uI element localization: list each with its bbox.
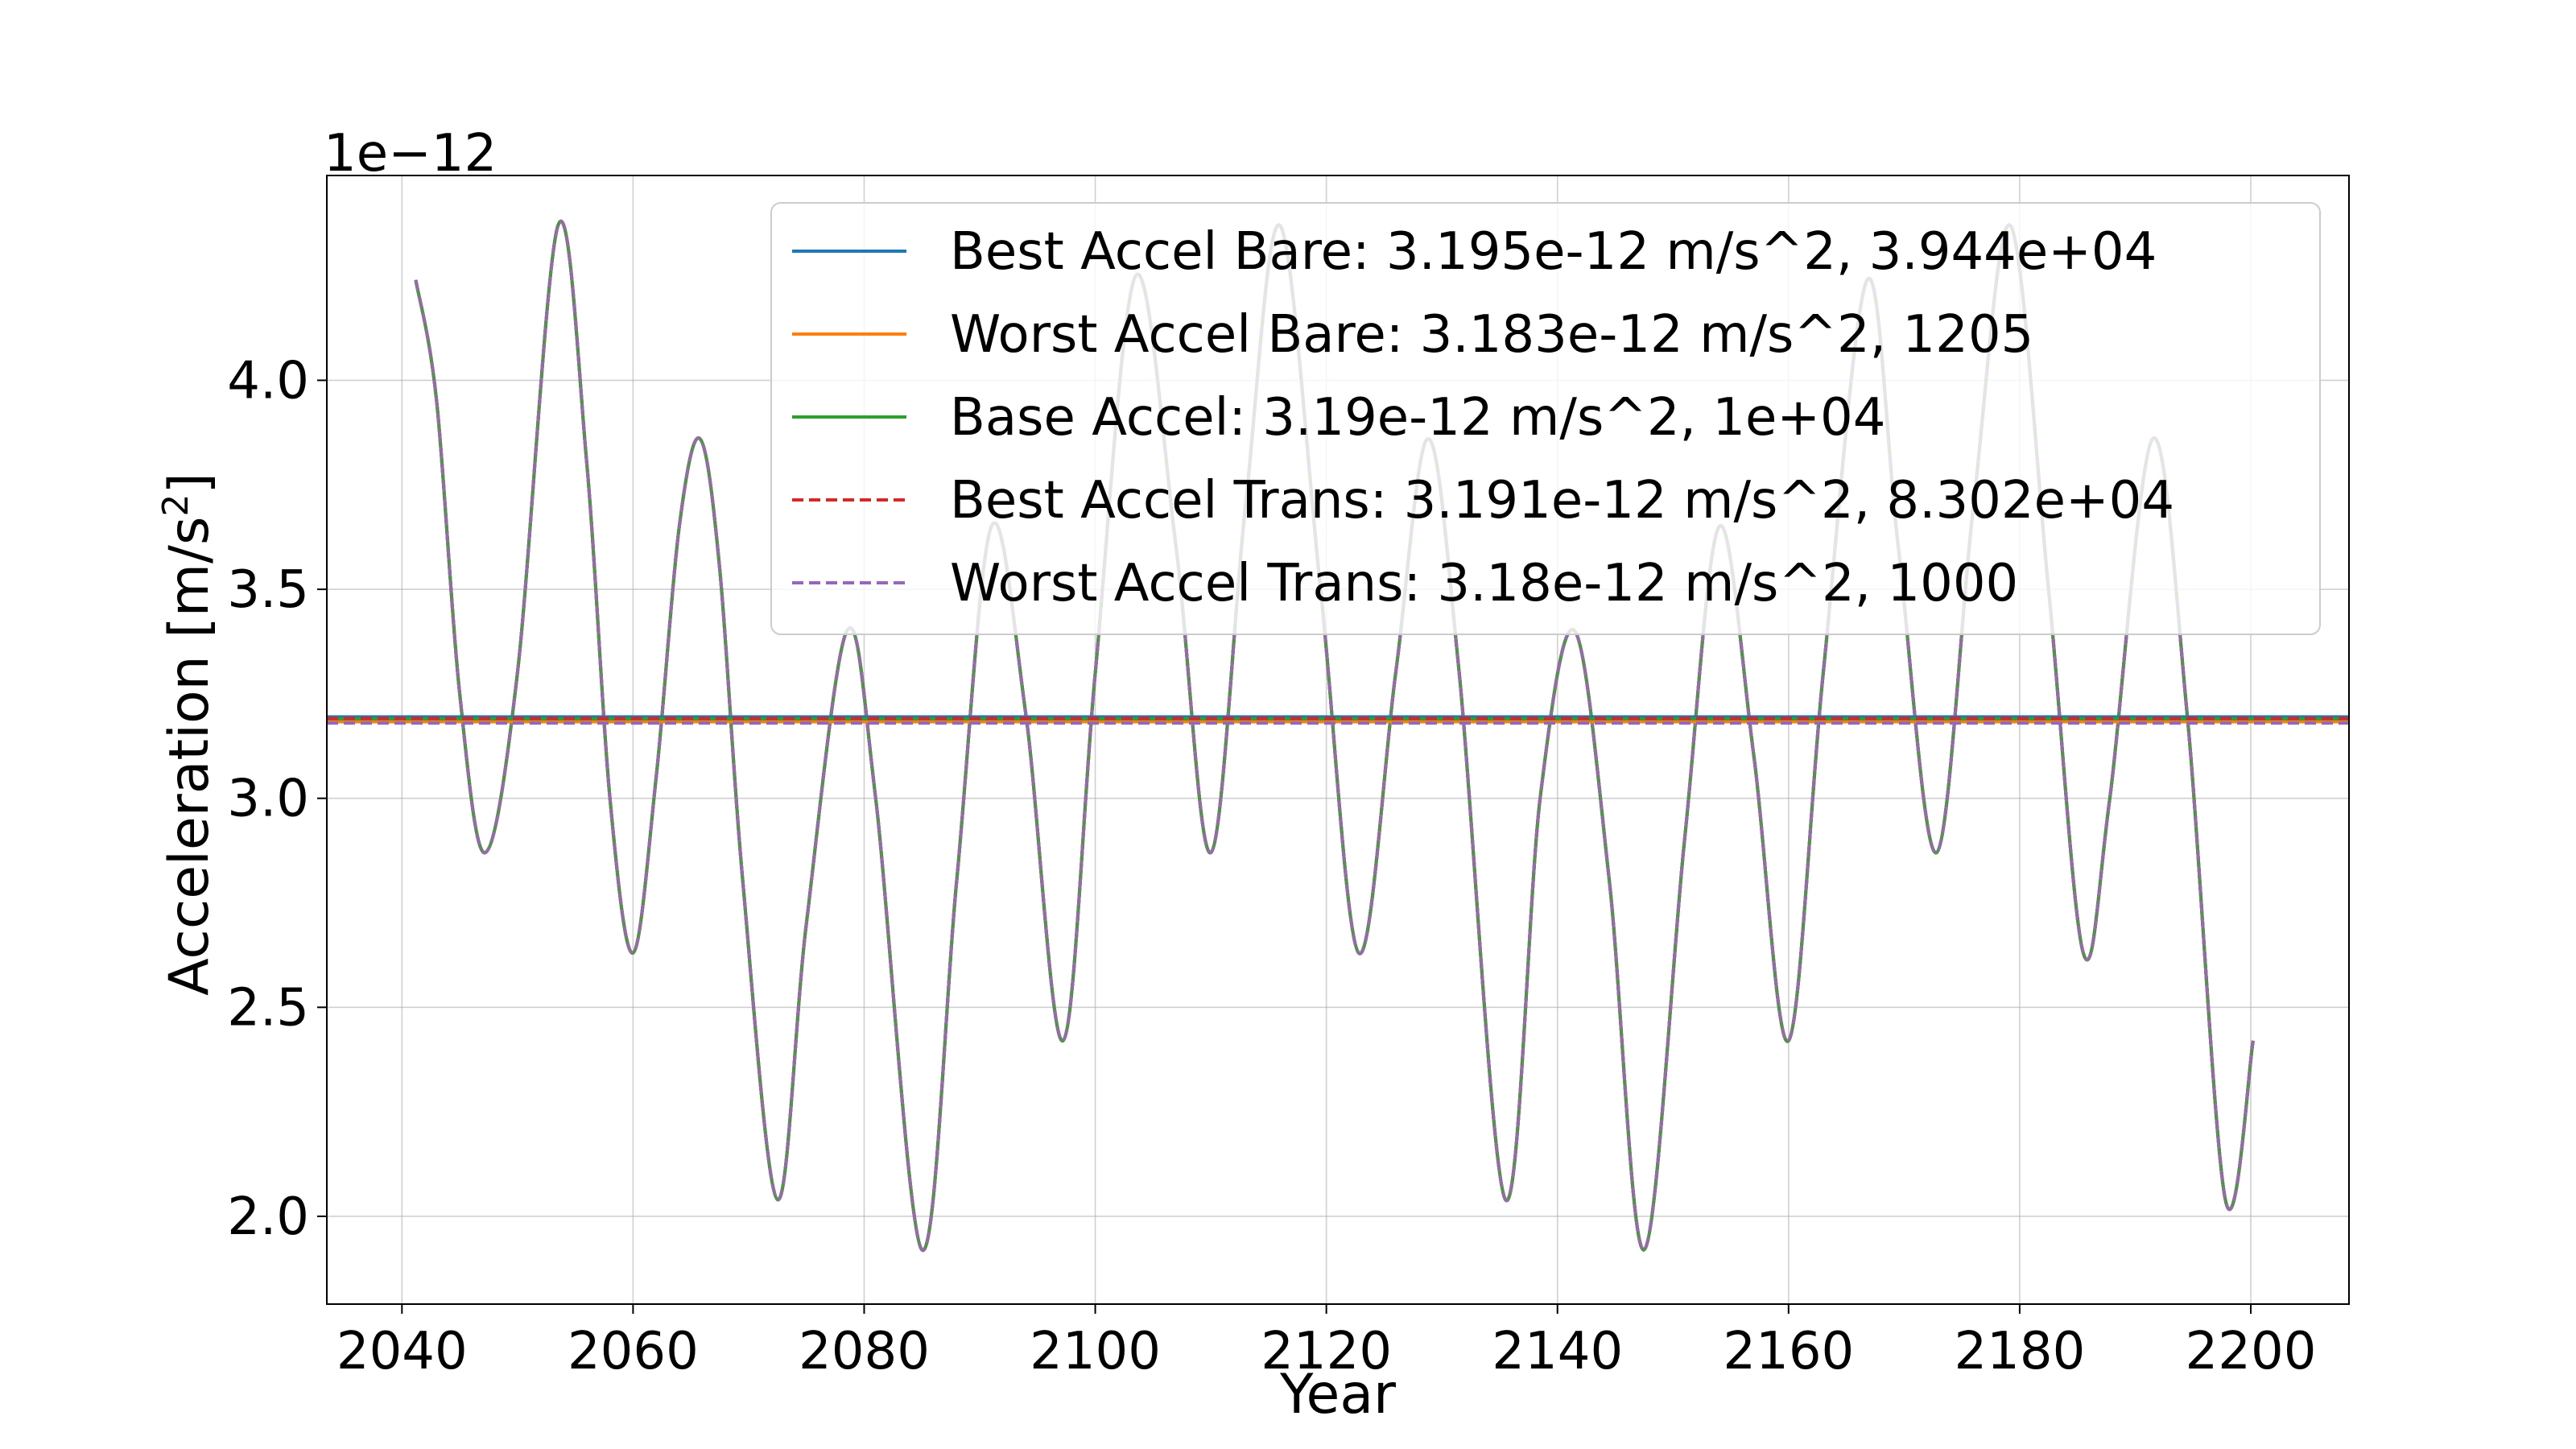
legend-label-base-accel: Base Accel: 3.19e-12 m/s^2, 1e+04 <box>950 388 1885 448</box>
y-offset-label: 1e−12 <box>324 124 497 184</box>
y-axis-label-close: ] <box>158 473 221 494</box>
y-tick-label-3.5: 3.5 <box>227 560 309 620</box>
y-tick-label-3.0: 3.0 <box>227 770 309 829</box>
y-axis-label: Acceleration [m/s2] <box>155 473 222 996</box>
y-tick-label-4.0: 4.0 <box>227 351 309 411</box>
legend-box <box>770 202 2321 635</box>
y-tick-label-2.5: 2.5 <box>227 978 309 1038</box>
x-axis-label: Year <box>1279 1363 1396 1426</box>
y-axis-label-base: Acceleration [m/s <box>158 517 221 996</box>
x-tick-label-2060: 2060 <box>568 1322 699 1381</box>
y-axis-label-superscript: 2 <box>155 494 196 517</box>
x-tick-label-2180: 2180 <box>1954 1322 2085 1381</box>
y-tick-label-2.0: 2.0 <box>227 1187 309 1247</box>
legend: Best Accel Bare: 3.195e-12 m/s^2, 3.944e… <box>770 202 2321 635</box>
x-tick-label-2200: 2200 <box>2186 1322 2317 1381</box>
x-tick-label-2080: 2080 <box>799 1322 930 1381</box>
x-tick-label-2040: 2040 <box>336 1322 468 1381</box>
plot-frame <box>326 175 2350 1305</box>
ticks: 2040 2060 2080 2100 2120 2140 2160 2180 2200 2.0 2… <box>227 351 2316 1381</box>
legend-label-worst-accel-trans: Worst Accel Trans: 3.18e-12 m/s^2, 1000 <box>950 554 2018 613</box>
x-tick-label-2120: 2120 <box>1261 1322 1392 1381</box>
legend-label-best-accel-trans: Best Accel Trans: 3.191e-12 m/s^2, 8.302… <box>950 471 2174 530</box>
x-tick-label-2140: 2140 <box>1492 1322 1623 1381</box>
legend-label-best-accel-bare: Best Accel Bare: 3.195e-12 m/s^2, 3.944e… <box>950 222 2157 282</box>
legend-label-worst-accel-bare: Worst Accel Bare: 3.183e-12 m/s^2, 1205 <box>950 305 2033 365</box>
x-tick-label-2160: 2160 <box>1723 1322 1854 1381</box>
series-mean-lines <box>327 715 2349 725</box>
x-tick-label-2100: 2100 <box>1030 1322 1161 1381</box>
